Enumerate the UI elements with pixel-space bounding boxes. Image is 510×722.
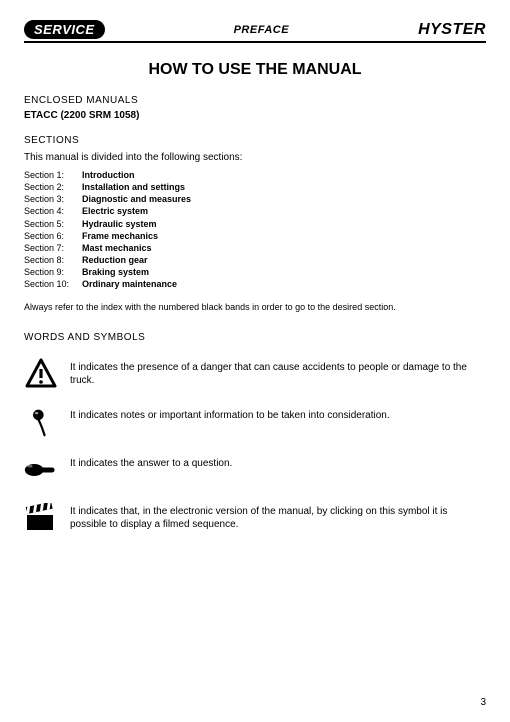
section-label: Section 6: [24,230,82,242]
enclosed-code: ETACC (2200 SRM 1058) [24,110,486,121]
symbols-heading: WORDS AND SYMBOLS [24,332,486,343]
section-label: Section 4: [24,205,82,217]
section-title: Mast mechanics [82,242,152,254]
symbols-list: It indicates the presence of a danger th… [24,357,486,535]
section-row: Section 4:Electric system [24,205,486,217]
page-number: 3 [480,697,486,708]
section-label: Section 9: [24,266,82,278]
section-row: Section 5:Hydraulic system [24,218,486,230]
section-label: Section 10: [24,278,82,290]
section-row: Section 10:Ordinary maintenance [24,278,486,290]
brand-logo: HYSTER [418,21,486,39]
enclosed-heading: ENCLOSED MANUALS [24,95,486,106]
service-badge: SERVICE [24,20,105,39]
section-label: Section 7: [24,242,82,254]
page-title: HOW TO USE THE MANUAL [24,61,486,79]
symbol-text: It indicates the presence of a danger th… [70,357,486,387]
header-bar: SERVICE PREFACE HYSTER [24,20,486,43]
section-row: Section 9:Braking system [24,266,486,278]
clapperboard-icon [24,501,58,535]
symbol-text: It indicates that, in the electronic ver… [70,501,486,531]
symbol-text: It indicates the answer to a question. [70,453,232,470]
section-title: Installation and settings [82,181,185,193]
section-row: Section 7:Mast mechanics [24,242,486,254]
section-label: Section 3: [24,193,82,205]
section-label: Section 5: [24,218,82,230]
symbol-text: It indicates notes or important informat… [70,405,390,422]
symbol-row: It indicates that, in the electronic ver… [24,501,486,535]
header-center: PREFACE [234,24,289,36]
section-row: Section 1:Introduction [24,169,486,181]
sections-heading: SECTIONS [24,135,486,146]
section-row: Section 6:Frame mechanics [24,230,486,242]
section-title: Hydraulic system [82,218,157,230]
section-row: Section 2:Installation and settings [24,181,486,193]
warning-icon [24,357,58,391]
section-row: Section 8:Reduction gear [24,254,486,266]
pointing-hand-icon [24,453,58,487]
pushpin-icon [24,405,58,439]
section-title: Braking system [82,266,149,278]
section-title: Introduction [82,169,135,181]
symbol-row: It indicates the presence of a danger th… [24,357,486,391]
sections-note: Always refer to the index with the numbe… [24,302,486,312]
section-title: Ordinary maintenance [82,278,177,290]
section-title: Frame mechanics [82,230,158,242]
section-row: Section 3:Diagnostic and measures [24,193,486,205]
section-label: Section 8: [24,254,82,266]
section-list: Section 1:IntroductionSection 2:Installa… [24,169,486,290]
symbol-row: It indicates notes or important informat… [24,405,486,439]
section-label: Section 1: [24,169,82,181]
sections-intro: This manual is divided into the followin… [24,152,486,163]
section-title: Reduction gear [82,254,148,266]
section-title: Diagnostic and measures [82,193,191,205]
section-title: Electric system [82,205,148,217]
section-label: Section 2: [24,181,82,193]
symbol-row: It indicates the answer to a question. [24,453,486,487]
